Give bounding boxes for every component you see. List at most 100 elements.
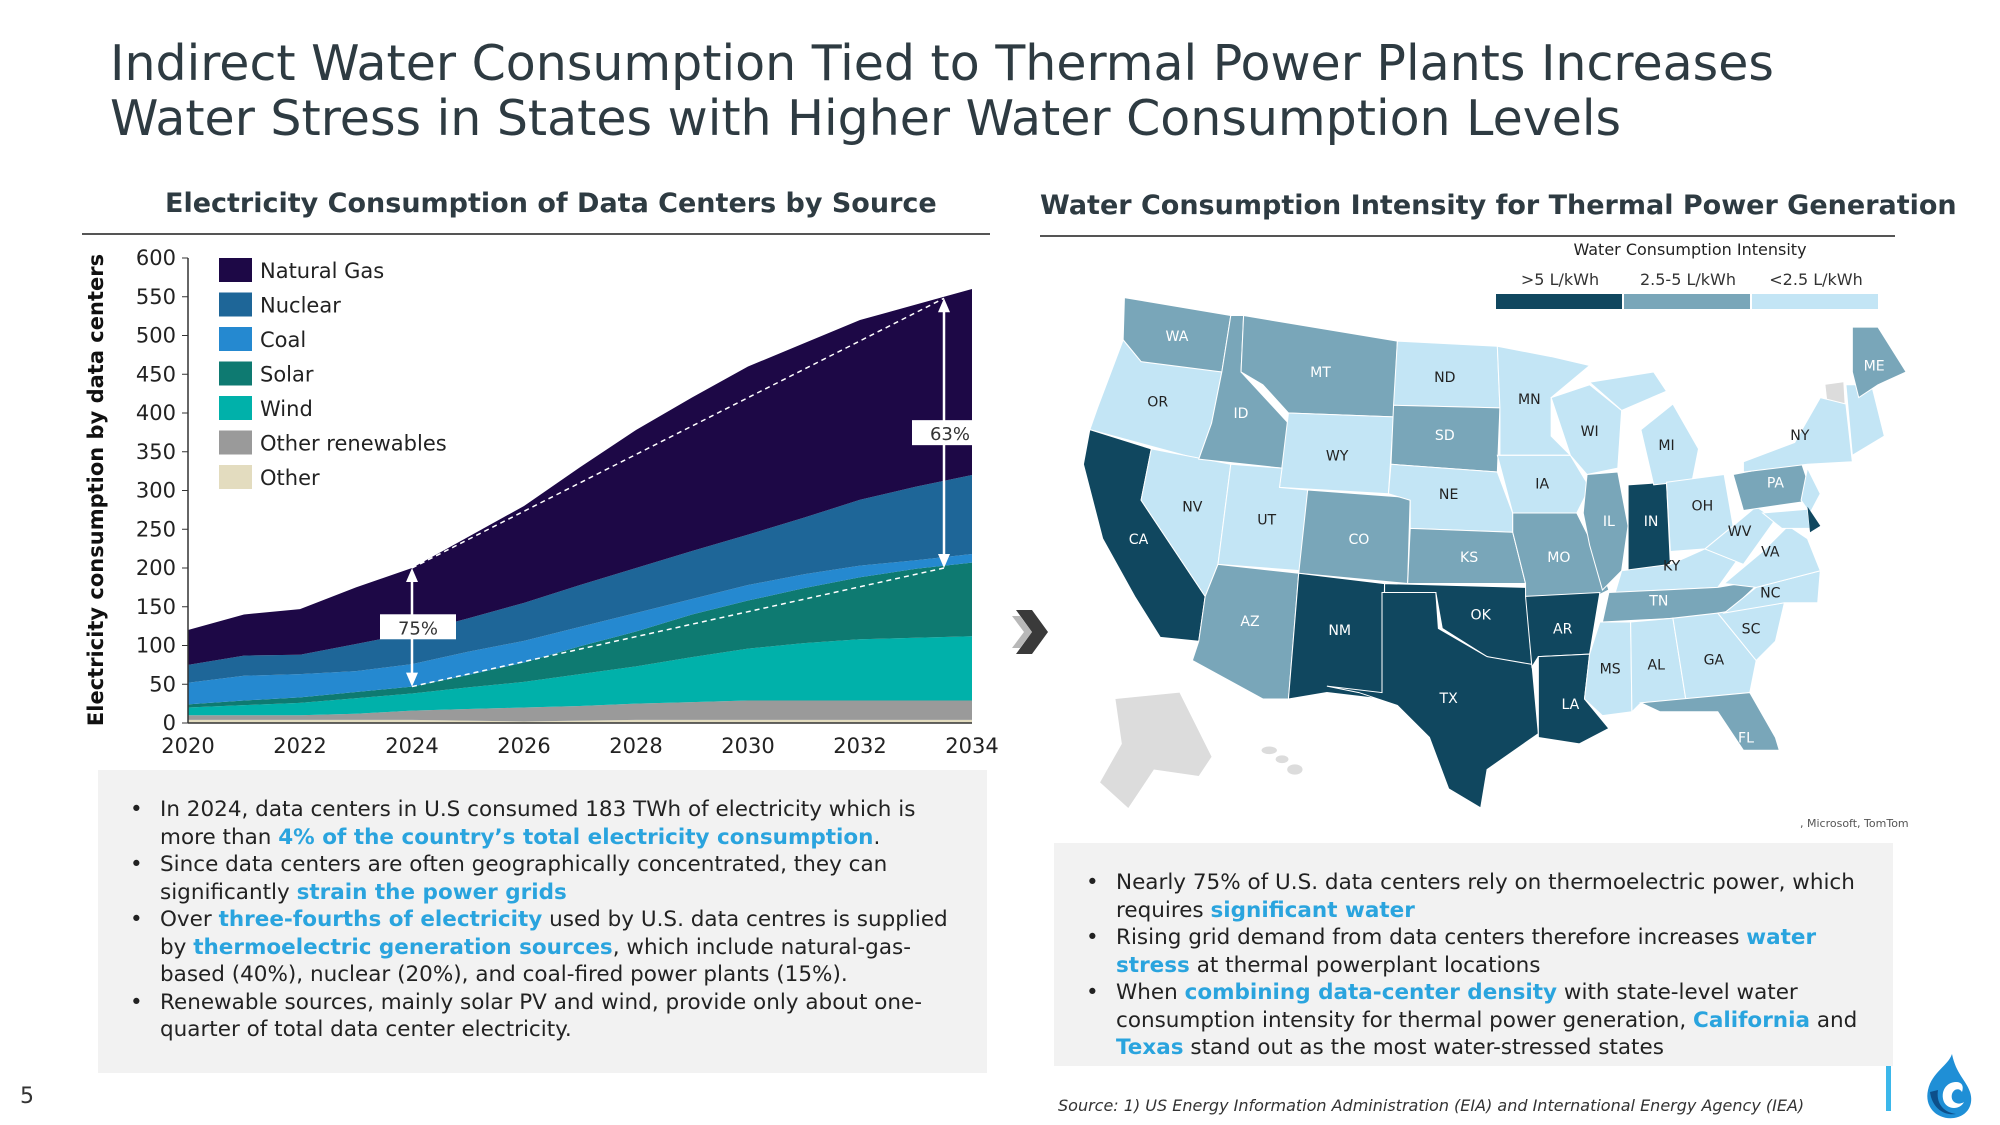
source-note: Source: 1) US Energy Information Adminis… (1058, 1096, 1805, 1115)
state-HI[interactable] (1275, 755, 1289, 764)
state-label: AR (1553, 622, 1573, 638)
state-NE2[interactable] (1845, 384, 1885, 457)
bullet-text: and (1810, 1007, 1858, 1033)
state-label: TN (1648, 593, 1668, 609)
state-label: MS (1600, 661, 1621, 677)
state-label: ND (1434, 370, 1456, 386)
state-WI[interactable] (1550, 384, 1623, 476)
chevron-right-icon (1012, 610, 1048, 654)
state-label: WI (1581, 424, 1599, 440)
divider (1040, 235, 1895, 237)
state-label: PA (1767, 475, 1785, 491)
state-AK[interactable] (1100, 692, 1212, 808)
y-tick-label: 400 (136, 401, 176, 425)
area-solar (188, 562, 972, 708)
annotation-label: 75% (398, 618, 438, 639)
state-label: MN (1518, 392, 1541, 408)
state-MI[interactable] (1640, 403, 1700, 486)
state-label: NM (1328, 623, 1351, 639)
y-tick-label: 100 (136, 634, 176, 658)
trend-line (411, 567, 945, 688)
legend-swatch (219, 465, 252, 489)
state-NM[interactable] (1287, 572, 1386, 700)
state-label: WV (1728, 524, 1752, 540)
area-other (188, 719, 972, 723)
bullet-text: Over (160, 907, 219, 932)
state-label: SC (1742, 622, 1761, 638)
stacked-area-chart: 0 50 100 150 200 250 300 350 400 450 500 550 600 2020… (84, 246, 999, 758)
x-tick-label: 2020 (161, 734, 214, 758)
legend-swatch (219, 327, 252, 351)
bullet-text: . (873, 824, 881, 850)
x-tick-label: 2032 (833, 734, 886, 758)
chart-title: Electricity Consumption of Data Centers … (165, 188, 937, 219)
state-MIU[interactable] (1588, 371, 1668, 412)
state-label: IL (1603, 514, 1615, 530)
state-GA[interactable] (1672, 612, 1757, 700)
area-other-renewables (188, 700, 972, 722)
y-tick-label: 50 (149, 672, 176, 696)
map-legend-label: 2.5-5 L/kWh (1639, 270, 1736, 289)
arrowhead-icon (938, 554, 950, 568)
area-nuclear (188, 475, 972, 683)
y-tick-label: 600 (136, 246, 176, 270)
bullet-item: Over three-fourths of electricity used b… (118, 906, 967, 989)
highlighted-text: California (1693, 1007, 1810, 1033)
bullet-text: used by U.S. data centres is supplied by (160, 907, 948, 960)
state-DE[interactable] (1807, 506, 1821, 533)
y-tick-label: 500 (136, 324, 176, 348)
bullet-item: In 2024, data centers in U.S consumed 18… (118, 796, 967, 851)
state-label: LA (1561, 697, 1579, 713)
state-label: NE (1439, 487, 1458, 503)
state-IA[interactable] (1496, 454, 1591, 514)
x-tick-label: 2024 (385, 734, 438, 758)
legend-label: Other (260, 466, 320, 490)
state-label: CO (1348, 532, 1369, 548)
highlighted-text: three-fourths of electricity (218, 907, 543, 932)
x-tick-label: 2026 (497, 734, 550, 758)
state-VA[interactable] (1722, 525, 1821, 588)
legend-label: Nuclear (260, 294, 341, 318)
bullet-text: stand out as the most water-stressed sta… (1183, 1035, 1664, 1060)
legend-label: Other renewables (260, 432, 447, 456)
y-tick-label: 250 (136, 517, 176, 541)
map-title: Water Consumption Intensity for Thermal … (1040, 190, 1957, 221)
state-NY[interactable] (1742, 397, 1853, 473)
highlighted-text: 4% of the country’s total electricity co… (278, 824, 874, 850)
y-tick-label: 300 (136, 479, 176, 503)
y-tick-label: 200 (136, 556, 176, 580)
state-label: NC (1760, 586, 1781, 602)
right-bullet-list: Nearly 75% of U.S. data centers rely on … (1074, 869, 1873, 1062)
bullet-text: , which include natural-gas-based (40%),… (160, 934, 911, 988)
state-label: OK (1471, 607, 1492, 623)
highlighted-text: Texas (1116, 1035, 1184, 1060)
map-credit: , Microsoft, TomTom (1800, 817, 1909, 830)
state-label: OH (1692, 498, 1714, 514)
state-NC[interactable] (1722, 570, 1821, 614)
bullet-item: Renewable sources, mainly solar PV and w… (118, 989, 967, 1044)
state-label: VA (1761, 545, 1780, 561)
right-bullets-panel: Nearly 75% of U.S. data centers rely on … (1054, 843, 1893, 1066)
x-tick-label: 2030 (721, 734, 774, 758)
state-HI[interactable] (1287, 764, 1303, 775)
bullet-item: Nearly 75% of U.S. data centers rely on … (1074, 869, 1873, 924)
y-tick-label: 450 (136, 362, 176, 386)
y-tick-label: 150 (136, 595, 176, 619)
divider (82, 233, 990, 235)
map-legend-swatch (1752, 294, 1878, 309)
state-label: SD (1435, 428, 1455, 444)
highlighted-text: combining data-center density (1184, 980, 1558, 1005)
y-tick-label: 350 (136, 440, 176, 464)
highlighted-text: significant water (1210, 897, 1415, 923)
state-FL[interactable] (1638, 692, 1780, 751)
page-number: 5 (20, 1084, 34, 1109)
state-HI[interactable] (1261, 746, 1277, 755)
state-ME[interactable] (1851, 326, 1907, 399)
state-label: FL (1738, 731, 1754, 747)
state-MN[interactable] (1496, 345, 1591, 456)
state-IL[interactable] (1582, 471, 1629, 591)
x-tick-label: 2028 (609, 734, 662, 758)
state-label: IN (1644, 514, 1659, 530)
state-label: NV (1182, 500, 1203, 516)
state-TX[interactable] (1326, 592, 1539, 808)
